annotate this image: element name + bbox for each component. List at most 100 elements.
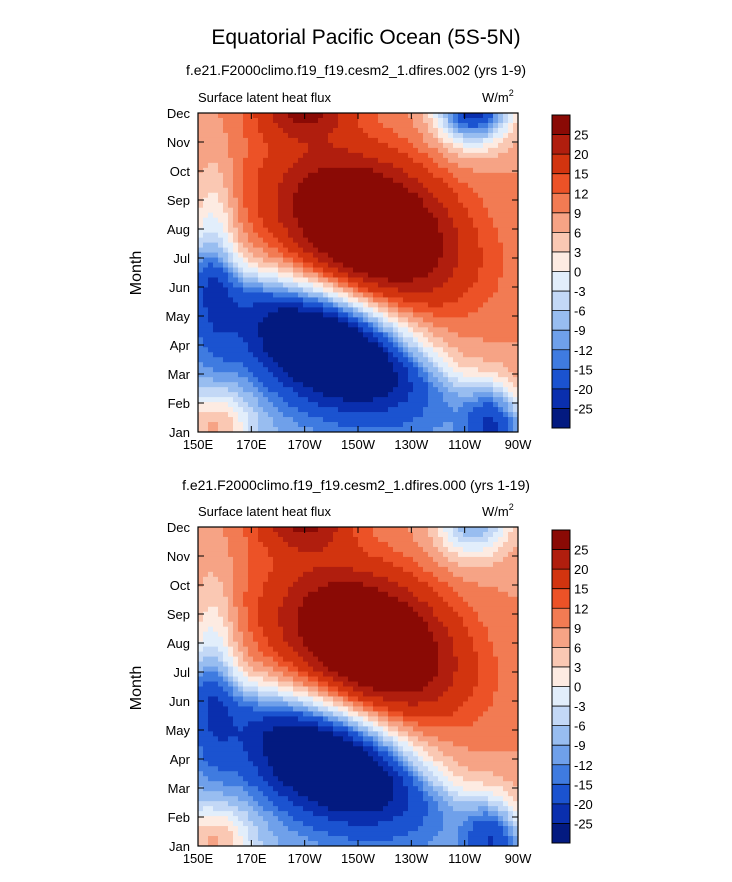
heatmap-cell — [383, 187, 389, 194]
heatmap-cell — [353, 207, 359, 214]
heatmap-cell — [238, 407, 244, 413]
heatmap-cell — [313, 122, 319, 129]
heatmap-cell — [353, 117, 359, 124]
heatmap-cell — [458, 382, 464, 388]
heatmap-cell — [303, 307, 309, 313]
heatmap-cell — [273, 117, 279, 124]
heatmap-cell — [228, 551, 234, 558]
heatmap-cell — [238, 566, 244, 573]
heatmap-cell — [513, 257, 518, 264]
heatmap-cell — [368, 317, 374, 323]
heatmap-cell — [223, 766, 229, 772]
heatmap-cell — [208, 122, 214, 129]
heatmap-cell — [223, 676, 229, 683]
heatmap-cell — [358, 267, 364, 274]
heatmap-cell — [313, 397, 319, 403]
heatmap-cell — [243, 841, 249, 846]
heatmap-cell — [403, 117, 409, 124]
heatmap-cell — [303, 367, 309, 373]
heatmap-cell — [243, 756, 249, 762]
heatmap-cell — [398, 127, 404, 134]
heatmap-cell — [388, 147, 394, 154]
heatmap-cell — [483, 407, 489, 413]
heatmap-cell — [248, 247, 254, 254]
heatmap-cell — [413, 197, 419, 204]
heatmap-cell — [433, 377, 439, 383]
heatmap-cell — [498, 132, 504, 139]
heatmap-cell — [203, 611, 209, 618]
heatmap-cell — [463, 372, 469, 378]
colorbar-swatch — [552, 388, 570, 409]
heatmap-cell — [503, 147, 509, 154]
heatmap-cell — [253, 292, 259, 299]
heatmap-cell — [328, 252, 334, 259]
heatmap-cell — [368, 267, 374, 274]
heatmap-cell — [423, 377, 429, 383]
heatmap-cell — [278, 187, 284, 194]
heatmap-cell — [263, 402, 269, 408]
heatmap-cell — [418, 412, 424, 418]
heatmap-cell — [218, 536, 224, 543]
heatmap-cell — [273, 337, 279, 343]
heatmap-cell — [353, 177, 359, 184]
heatmap-cell — [503, 327, 509, 333]
heatmap-cell — [393, 272, 399, 279]
heatmap-cell — [423, 137, 429, 144]
heatmap-cell — [233, 756, 239, 762]
heatmap-cell — [478, 337, 484, 343]
heatmap-cell — [223, 142, 229, 149]
heatmap-cell — [293, 262, 299, 269]
heatmap-cell — [243, 137, 249, 144]
heatmap-cell — [368, 312, 374, 318]
heatmap-cell — [438, 227, 444, 234]
heatmap-cell — [223, 631, 229, 638]
heatmap-cell — [238, 152, 244, 159]
heatmap-cell — [323, 337, 329, 343]
heatmap-cell — [453, 167, 459, 174]
heatmap-cell — [363, 327, 369, 333]
heatmap-cell — [238, 716, 244, 722]
heatmap-cell — [498, 317, 504, 323]
heatmap-cell — [433, 117, 439, 124]
heatmap-cell — [208, 202, 214, 209]
heatmap-cell — [208, 227, 214, 234]
heatmap-cell — [313, 202, 319, 209]
heatmap-cell — [328, 317, 334, 323]
heatmap-cell — [353, 392, 359, 398]
heatmap-cell — [248, 422, 254, 428]
heatmap-cell — [498, 197, 504, 204]
heatmap-cell — [488, 357, 494, 363]
heatmap-cell — [508, 427, 514, 432]
heatmap-cell — [198, 831, 204, 837]
heatmap-cell — [228, 337, 234, 343]
heatmap-cell — [248, 761, 254, 767]
heatmap-cell — [398, 372, 404, 378]
heatmap-cell — [213, 601, 219, 608]
heatmap-cell — [368, 382, 374, 388]
heatmap-cell — [388, 392, 394, 398]
heatmap-cell — [398, 382, 404, 388]
heatmap-cell — [493, 312, 499, 318]
heatmap-cell — [208, 726, 214, 732]
heatmap-cell — [333, 167, 339, 174]
heatmap-cell — [253, 197, 259, 204]
heatmap-cell — [203, 252, 209, 259]
heatmap-cell — [203, 796, 209, 802]
heatmap-cell — [318, 132, 324, 139]
heatmap-cell — [443, 167, 449, 174]
heatmap-cell — [358, 397, 364, 403]
heatmap-cell — [293, 237, 299, 244]
heatmap-cell — [353, 167, 359, 174]
heatmap-cell — [238, 711, 244, 717]
heatmap-cell — [423, 217, 429, 224]
heatmap-cell — [488, 257, 494, 264]
heatmap-cell — [343, 247, 349, 254]
heatmap-cell — [463, 402, 469, 408]
heatmap-cell — [383, 177, 389, 184]
heatmap-cell — [413, 252, 419, 259]
heatmap-cell — [463, 322, 469, 328]
heatmap-cell — [458, 362, 464, 368]
heatmap-cell — [258, 327, 264, 333]
heatmap-cell — [213, 716, 219, 722]
heatmap-cell — [233, 237, 239, 244]
